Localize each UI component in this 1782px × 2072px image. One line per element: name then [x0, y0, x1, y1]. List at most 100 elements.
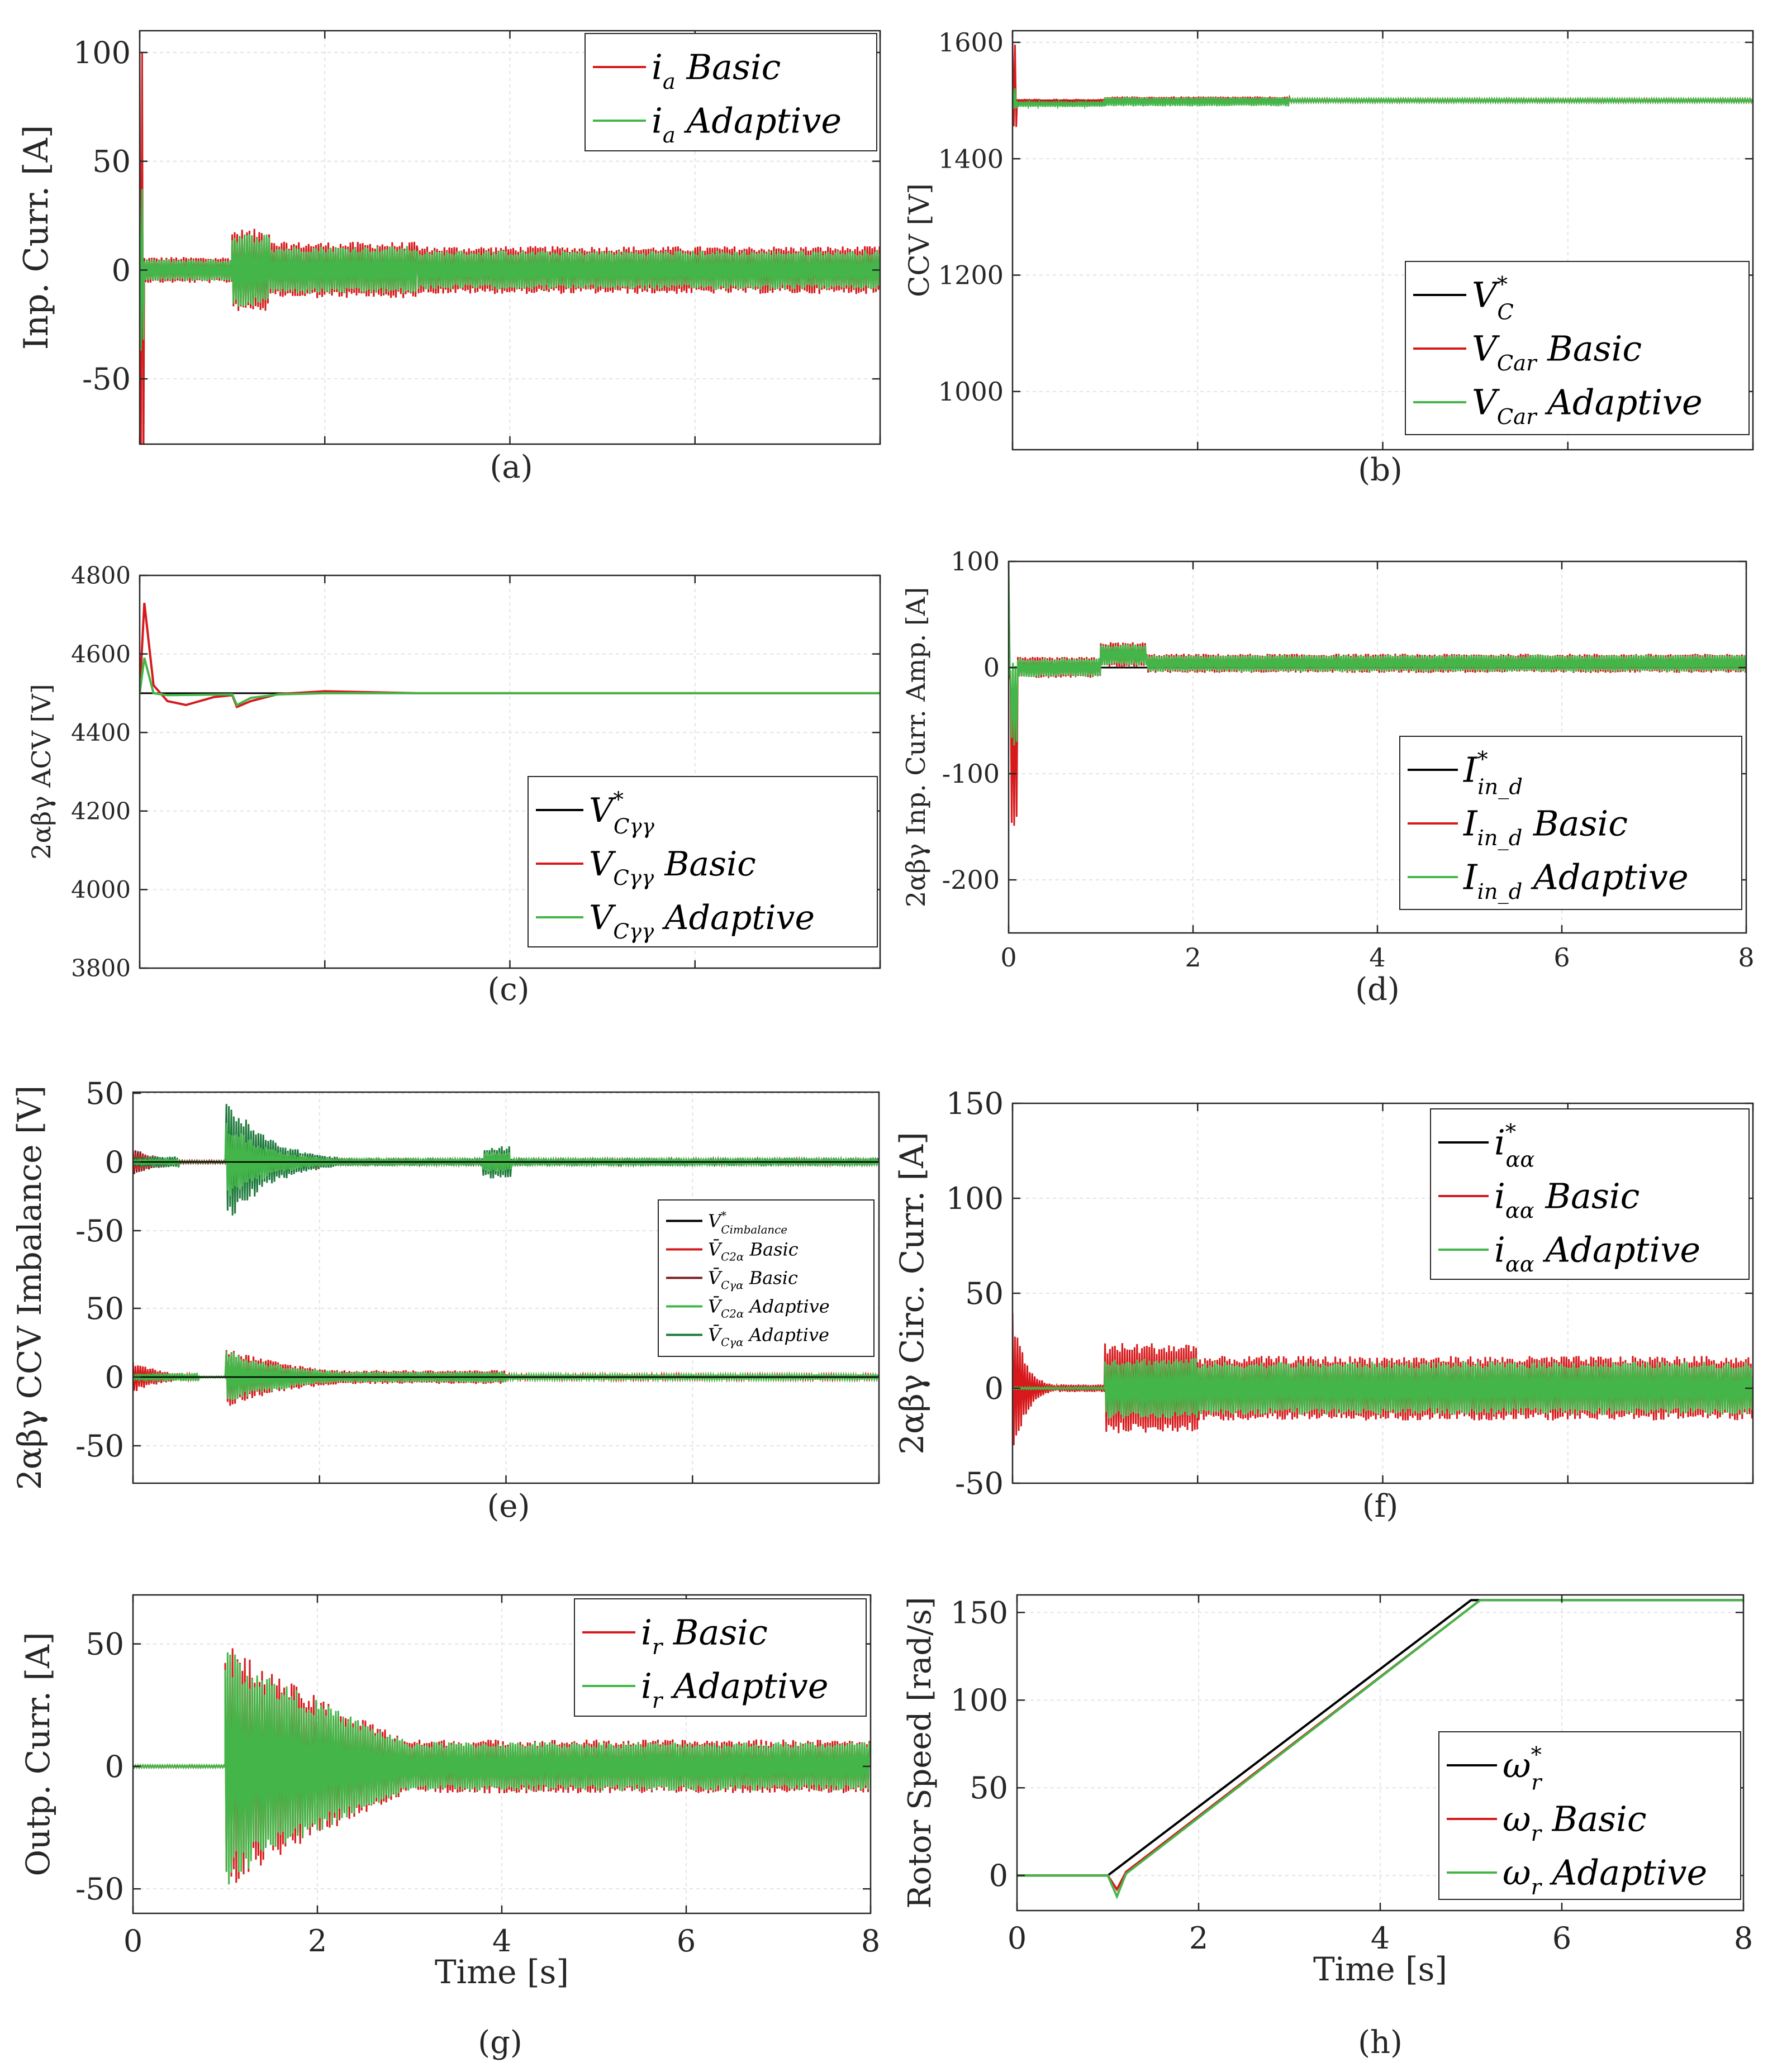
y-tick-label: 50	[85, 1076, 124, 1111]
y-tick-label: 1200	[938, 260, 1004, 290]
y-tick-label: 50	[85, 1291, 124, 1326]
legend-entry: Iin_d Adaptive	[1463, 857, 1689, 904]
y-tick-label: 150	[951, 1595, 1008, 1630]
legend-entry: i* αα	[1494, 1120, 1534, 1173]
panel-caption: (g)	[478, 2025, 522, 2061]
panel-h: 150 100 50 00 2 4 6 8 Rotor Speed [rad/s] Time [s…	[902, 1594, 1753, 2061]
series-e-bottom-adaptive	[133, 1351, 879, 1400]
y-tick-label: -50	[82, 361, 131, 397]
panel-caption: (b)	[1358, 452, 1403, 488]
x-tick-label: 0	[123, 1923, 142, 1959]
series-g-1	[133, 1652, 871, 1885]
legend-entry: ωr Basic	[1503, 1799, 1647, 1846]
y-tick-label: 50	[970, 1770, 1008, 1806]
y-tick-label: 0	[983, 652, 1000, 683]
legend-entry: VCar Basic	[1472, 328, 1642, 376]
y-tick-label: -50	[75, 1213, 124, 1249]
x-axis-label: Time [s]	[1313, 1950, 1447, 1988]
x-tick-label: 8	[861, 1923, 880, 1959]
legend-entry: V* Cγγ	[589, 787, 655, 839]
series-c-2	[140, 658, 880, 707]
panel-c: 4800 4600 4400 4200 4000 3800 2αβγ ACV [V] (c) V…	[26, 562, 881, 1008]
y-tick-label: 100	[951, 546, 1000, 577]
panel-caption: (a)	[490, 449, 533, 485]
y-tick-label: 3800	[71, 955, 131, 982]
legend-entry: ωr Adaptive	[1503, 1852, 1707, 1900]
y-tick-label: 100	[73, 35, 131, 70]
panel-g: 50 0 -50 0 2 4 6 8 Outp. Curr. [A] Time [s] (g) ir …	[19, 1594, 880, 2061]
y-tick-label: 50	[965, 1276, 1004, 1311]
series-h-2	[1017, 1599, 1743, 1900]
panel-e: 50 50 0 0 -50 -50 2αβγ CCV Imbalance [V] (e) V* C…	[11, 1076, 880, 1525]
legend-entry: V* Cimbalance	[708, 1209, 787, 1236]
x-tick-label: 6	[677, 1923, 696, 1959]
legend-entry: ia Basic	[652, 47, 781, 94]
y-tick-label: -50	[75, 1428, 124, 1464]
y-tick-label: 1600	[938, 27, 1004, 58]
legend-entry: ir Basic	[641, 1612, 768, 1660]
y-tick-label: 4600	[71, 640, 131, 668]
legend-entry: ω* r	[1503, 1742, 1543, 1795]
y-axis-label: Inp. Curr. [A]	[17, 125, 56, 350]
series-d-2	[1009, 563, 1746, 746]
y-tick-label: 0	[105, 1360, 124, 1395]
legend-entry: V̄Cγα Adaptive	[708, 1325, 829, 1349]
y-tick-label: 1000	[938, 377, 1004, 407]
panel-d: 100 0 -100 -200 0 2 4 6 8 2αβγ Inp. Curr. Amp. [A…	[901, 546, 1755, 1008]
y-tick-label: 50	[92, 144, 131, 179]
x-tick-label: 4	[1371, 1921, 1390, 1956]
legend-box	[528, 776, 878, 947]
x-tick-label: 4	[492, 1923, 511, 1959]
series-a-1	[140, 189, 880, 351]
y-axis-label: Rotor Speed [rad/s]	[902, 1597, 938, 1908]
y-tick-label: 50	[85, 1627, 124, 1662]
legend-entry: I* in_d	[1463, 747, 1523, 800]
y-tick-label: 0	[989, 1858, 1008, 1893]
legend-entry: ia Adaptive	[652, 101, 842, 148]
legend-entry: V̄Cγα Basic	[708, 1268, 798, 1292]
legend-box	[585, 33, 877, 151]
x-tick-label: 0	[1008, 1921, 1027, 1956]
plots-layer: 100 50 0 -50 Inp. Curr. [A] (a) ia Basic ia Ada…	[11, 27, 1755, 2061]
x-tick-label: 0	[1000, 942, 1016, 973]
y-tick-label: 100	[946, 1181, 1004, 1216]
y-tick-label: 0	[985, 1371, 1004, 1406]
legend-entry: iαα Adaptive	[1494, 1230, 1700, 1277]
legend-entry: V̄C2α Adaptive	[708, 1296, 830, 1321]
y-tick-label: 150	[946, 1086, 1004, 1121]
legend-box	[1430, 1108, 1750, 1280]
legend-entry: VCγγ Adaptive	[589, 898, 815, 944]
panel-caption: (f)	[1362, 1488, 1398, 1525]
y-axis-label: 2αβγ Circ. Curr. [A]	[893, 1132, 931, 1455]
y-axis-label: 2αβγ CCV Imbalance [V]	[11, 1085, 49, 1490]
y-tick-label: -100	[942, 759, 1000, 789]
series-f-2	[1013, 1357, 1753, 1419]
legend-entry: ir Adaptive	[641, 1666, 829, 1713]
y-tick-label: 0	[105, 1749, 124, 1784]
y-tick-label: 4400	[71, 719, 131, 746]
x-tick-label: 2	[1185, 942, 1201, 973]
x-tick-label: 4	[1369, 942, 1385, 973]
legend-entry: V* C	[1472, 272, 1514, 325]
y-tick-label: 0	[105, 1145, 124, 1180]
panel-a: 100 50 0 -50 Inp. Curr. [A] (a) ia Basic ia Ada…	[17, 30, 881, 485]
y-tick-label: -200	[942, 865, 1000, 895]
panel-caption: (h)	[1358, 2025, 1403, 2061]
legend-entry: iαα Basic	[1494, 1176, 1640, 1223]
legend-entry: Iin_d Basic	[1463, 803, 1628, 851]
series-e-c2a-adaptive	[133, 1122, 879, 1196]
x-axis-label: Time [s]	[435, 1953, 569, 1991]
y-tick-label: 4000	[71, 876, 131, 903]
legend-entry: VCar Adaptive	[1472, 382, 1703, 430]
x-tick-label: 2	[308, 1923, 327, 1959]
y-tick-label: 0	[112, 253, 131, 288]
y-tick-label: -50	[955, 1466, 1004, 1501]
y-axis-label: CCV [V]	[903, 183, 935, 297]
y-axis-label: 2αβγ Inp. Curr. Amp. [A]	[901, 587, 931, 907]
x-tick-label: 8	[1738, 942, 1754, 973]
panel-caption: (e)	[487, 1488, 530, 1525]
series-b-2	[1013, 86, 1753, 110]
